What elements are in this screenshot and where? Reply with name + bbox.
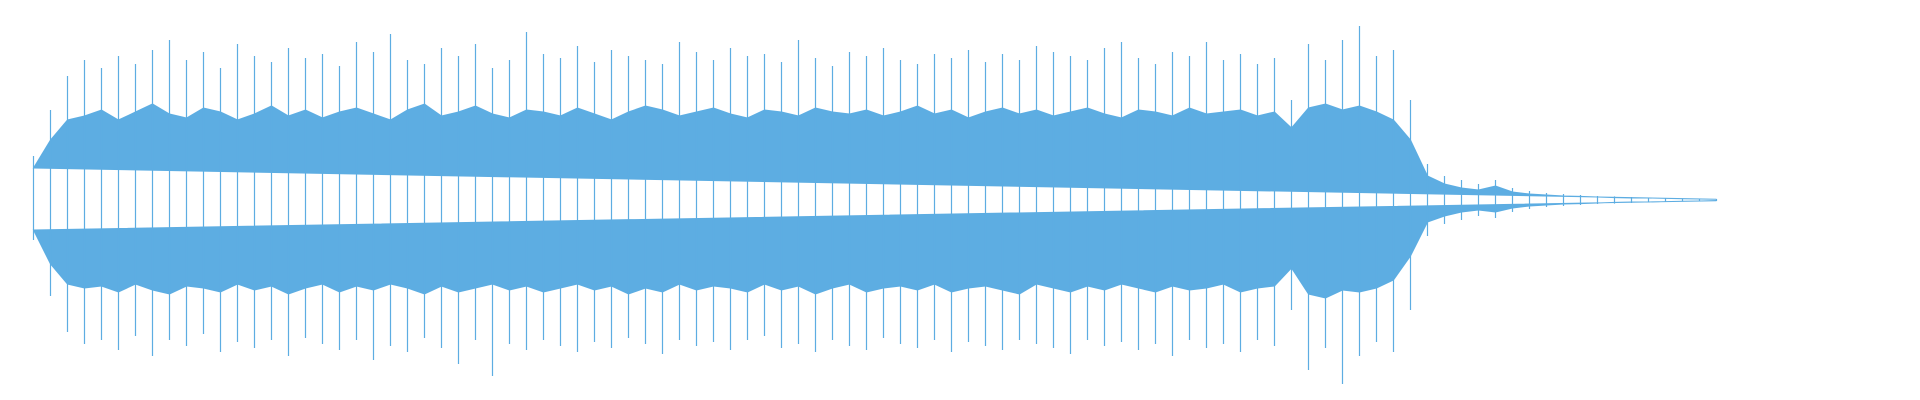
waveform-envelope [32,103,1717,200]
waveform-envelope [32,200,1717,299]
